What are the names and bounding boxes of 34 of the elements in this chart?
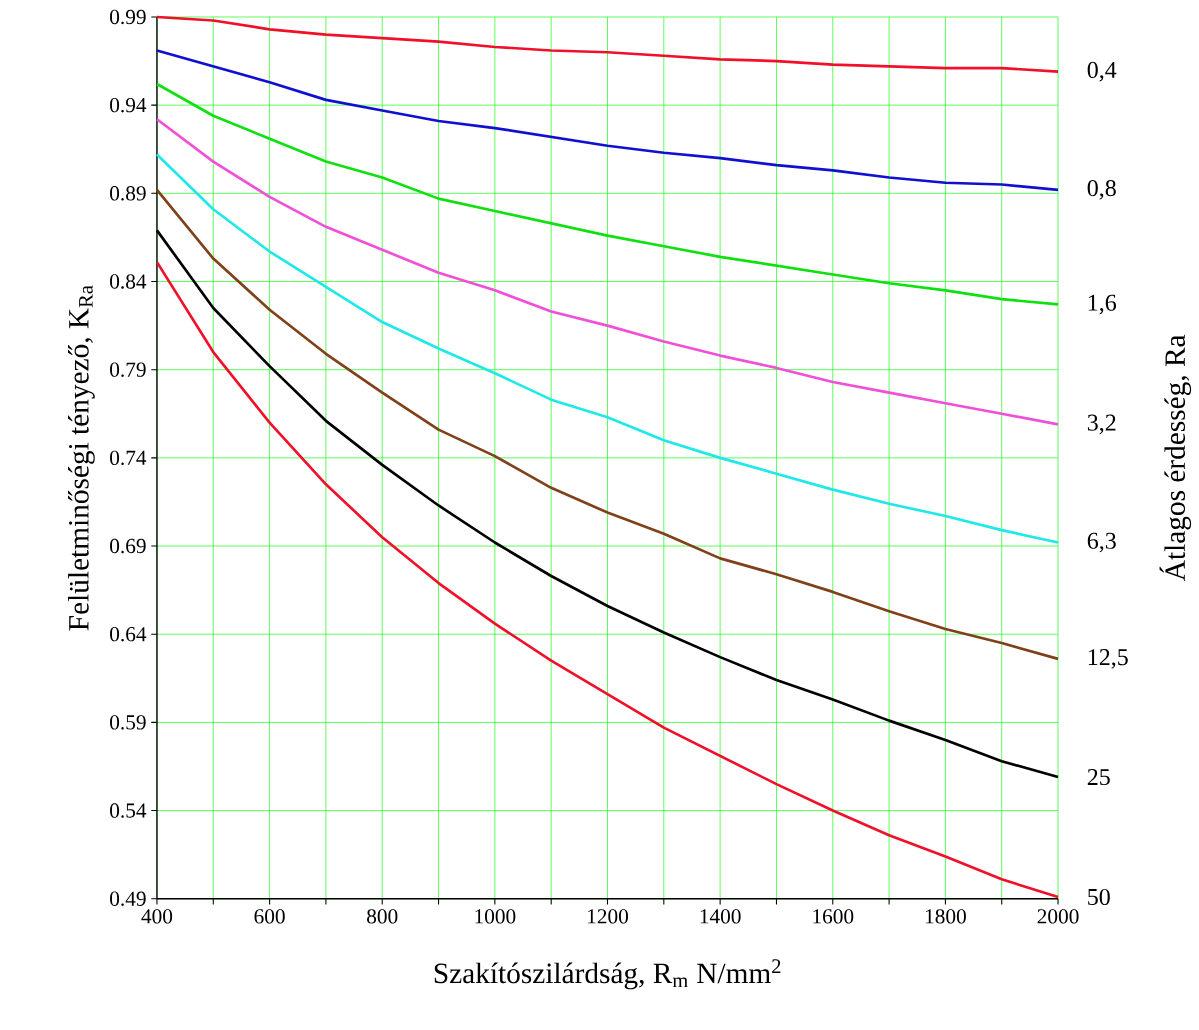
y-tick-label: 0.54 (110, 803, 147, 818)
y-tick-label: 0.59 (110, 715, 146, 730)
x-tick-label: 1400 (700, 909, 741, 924)
y-tick-label: 0.89 (110, 186, 146, 201)
y-tick-label: 0.94 (110, 98, 147, 113)
x-tick-label: 1000 (475, 909, 516, 924)
series-label: 1,6 (1088, 294, 1117, 315)
series-label: 0,8 (1087, 180, 1116, 200)
y-tick-label: 0.49 (110, 891, 146, 907)
x-tick-label: 1200 (588, 909, 629, 924)
x-tick-label: 1600 (813, 909, 854, 924)
x-tick-label: 400 (141, 909, 173, 924)
series-label: 50 (1088, 889, 1110, 906)
series-label: 12,5 (1088, 649, 1128, 669)
line-series (155, 188, 1060, 661)
line-series (155, 153, 1060, 544)
x-tick-label: 600 (254, 909, 285, 924)
y-tick-label: 0.69 (110, 538, 146, 554)
x-tick-label: 800 (367, 909, 398, 924)
x-tick-label: 2000 (1037, 909, 1079, 924)
series-label: 0,4 (1087, 61, 1117, 82)
y-tick-label: 0.74 (110, 450, 147, 466)
y-tick-label: 0.64 (110, 627, 147, 642)
y2-axis-title: Átlagos érdesség, Ra (1159, 335, 1192, 582)
x-tick-label: 1800 (925, 909, 966, 924)
series-label: 3,2 (1087, 414, 1116, 435)
x-axis-title: Szakítószilárdság, R$_{m}$ N/mm$^{2}$ (434, 959, 781, 990)
y-tick-label: 0.99 (110, 9, 146, 25)
line-series (155, 118, 1060, 426)
y-tick-label: 0.79 (110, 362, 146, 378)
series-label: 25 (1087, 769, 1110, 786)
y-tick-label: 0.84 (110, 274, 147, 289)
series-label: 6,3 (1087, 532, 1116, 553)
y-axis-title: Felületminőségi tényező, K$_{Ra}$ (68, 285, 95, 631)
